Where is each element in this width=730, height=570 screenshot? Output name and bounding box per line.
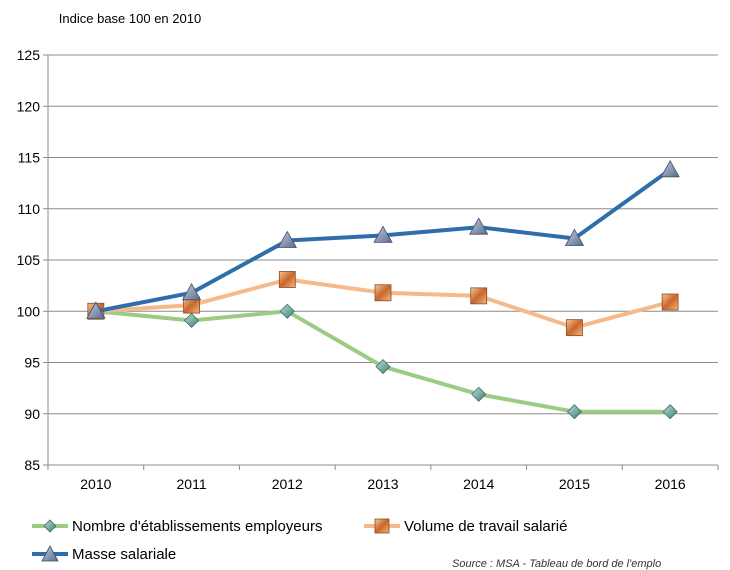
data-point xyxy=(278,271,296,288)
series-1 xyxy=(87,271,679,337)
y-tick-label: 105 xyxy=(17,252,41,268)
grid-lines xyxy=(43,54,718,466)
data-point xyxy=(566,404,582,420)
data-point xyxy=(471,386,487,402)
data-point xyxy=(564,228,585,246)
y-tick-labels: 85 90 95 100 105 110 115 120 125 xyxy=(17,47,41,473)
x-tick-label: 2014 xyxy=(463,476,494,492)
data-point xyxy=(375,359,391,375)
y-tick-label: 115 xyxy=(18,150,41,166)
x-tick-label: 2010 xyxy=(80,476,111,492)
data-point xyxy=(184,312,200,329)
y-tick-label: 120 xyxy=(17,98,41,114)
legend-marker-diamond xyxy=(32,519,68,533)
source-note: Source : MSA - Tableau de bord de l'empl… xyxy=(452,558,662,570)
data-point xyxy=(566,319,583,337)
legend-item-masse: Masse salariale xyxy=(30,544,176,564)
legend-label: Masse salariale xyxy=(72,545,177,563)
y-tick-label: 100 xyxy=(17,303,41,319)
x-tick-label: 2012 xyxy=(272,476,303,492)
data-point xyxy=(181,282,202,301)
data-point xyxy=(469,217,489,235)
data-point xyxy=(662,404,678,420)
data-point xyxy=(374,284,392,302)
y-tick-label: 90 xyxy=(24,406,40,422)
data-point xyxy=(661,293,679,311)
y-tick-label: 95 xyxy=(24,355,40,371)
series-group xyxy=(86,159,680,420)
x-tick-labels: 2010 2011 2012 2013 2014 2015 2016 xyxy=(80,476,686,492)
x-tick-label: 2016 xyxy=(655,476,686,492)
x-tick-label: 2013 xyxy=(367,476,398,492)
series-2 xyxy=(86,159,680,319)
data-point xyxy=(86,301,106,319)
y-tick-label: 85 xyxy=(24,457,40,473)
data-point xyxy=(660,159,680,178)
x-tick-label: 2011 xyxy=(177,476,207,492)
data-point xyxy=(279,303,295,319)
legend-marker-square xyxy=(364,518,400,534)
legend-marker-triangle xyxy=(32,545,68,562)
legend-item-etablissements: Nombre d'établissements employeurs xyxy=(30,516,322,536)
data-point xyxy=(277,230,297,248)
y-tick-label: 110 xyxy=(18,201,41,217)
data-point xyxy=(373,225,393,243)
series-0 xyxy=(88,303,678,420)
data-point xyxy=(470,287,488,305)
axes xyxy=(47,55,719,470)
y-tick-label: 125 xyxy=(17,47,41,63)
x-tick-label: 2015 xyxy=(559,476,590,492)
legend-item-volume: Volume de travail salarié xyxy=(362,516,567,536)
y-axis-label: Indice base 100 en 2010 xyxy=(58,11,202,26)
legend-label: Volume de travail salarié xyxy=(404,517,568,535)
legend-label: Nombre d'établissements employeurs xyxy=(72,517,323,535)
